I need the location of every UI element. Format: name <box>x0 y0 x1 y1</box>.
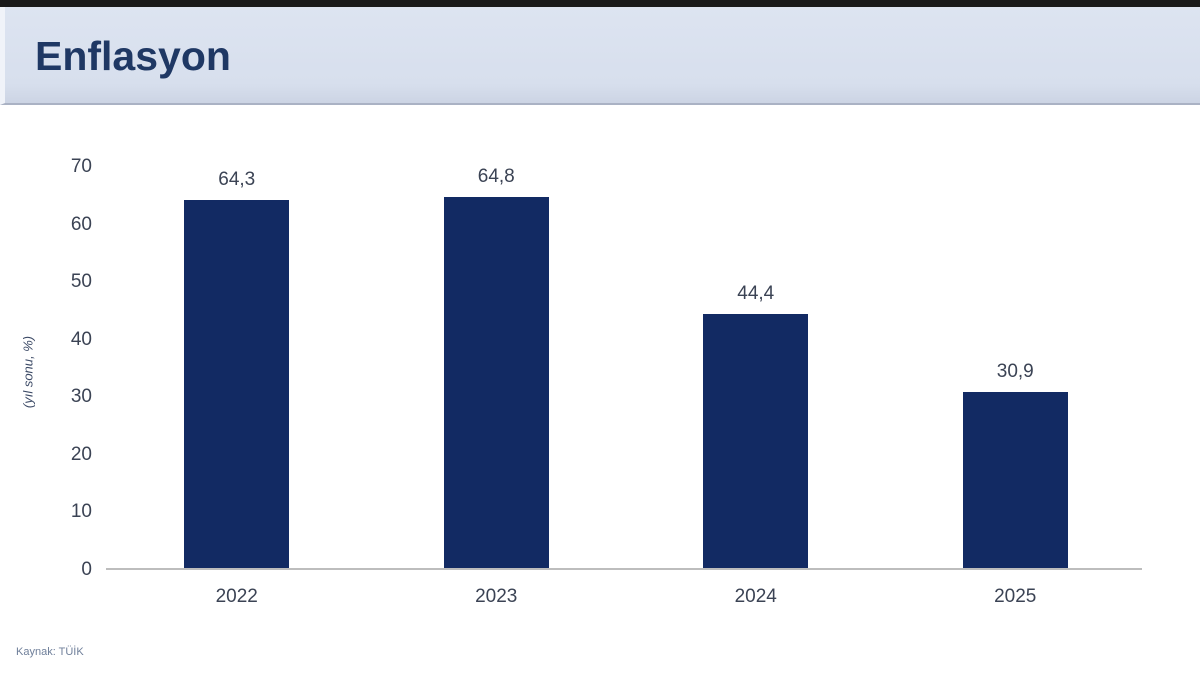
bar-value-label: 30,9 <box>996 361 1034 383</box>
x-axis-line <box>106 568 1142 570</box>
bar-2025 <box>962 392 1068 570</box>
header-band: Enflasyon <box>0 7 1200 105</box>
bar-2022 <box>184 199 290 570</box>
y-tick-label: 20 <box>70 443 92 465</box>
bar-value-label: 64,3 <box>218 168 256 190</box>
y-tick-label: 40 <box>70 328 92 350</box>
source-note: Kaynak: TÜİK <box>16 646 84 658</box>
bar-value-label: 64,8 <box>477 165 515 187</box>
y-tick-label: 10 <box>70 501 92 523</box>
bar-value-label: 44,4 <box>737 283 775 305</box>
x-axis-label: 2022 <box>215 586 258 607</box>
x-axis-label: 2024 <box>734 586 777 607</box>
y-tick-label: 50 <box>70 271 92 293</box>
x-axis-label: 2025 <box>994 586 1037 607</box>
y-tick-label: 30 <box>70 386 92 408</box>
bar-2024 <box>703 314 809 570</box>
bar-2023 <box>443 196 549 570</box>
top-border-strip <box>0 0 1200 7</box>
y-tick-label: 60 <box>70 213 92 235</box>
page-title: Enflasyon <box>35 33 231 79</box>
y-tick-label: 0 <box>81 559 92 580</box>
x-axis-label: 2023 <box>475 586 518 607</box>
y-tick-label: 70 <box>70 156 92 177</box>
